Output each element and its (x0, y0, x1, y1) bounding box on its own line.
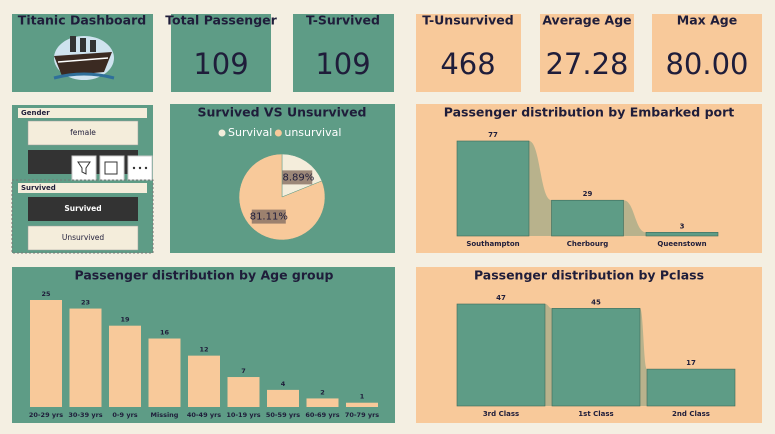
bar (267, 389, 299, 407)
card-label: Total Passenger (165, 13, 277, 28)
chart-title: Survived VS Unsurvived (197, 105, 366, 120)
data-label: 4 (281, 380, 286, 388)
ribbon (640, 308, 647, 406)
legend-label: unsurvival (284, 126, 341, 139)
data-label: 19 (120, 316, 130, 324)
card-label: T-Unsurvived (422, 13, 513, 28)
bar (646, 368, 736, 407)
slicer-title: Survived (21, 184, 56, 192)
x-tick-label: Southampton (466, 240, 519, 248)
data-label: 12 (199, 346, 208, 354)
x-tick-label: 10-19 yrs (226, 411, 260, 419)
slicer-option[interactable] (27, 225, 139, 251)
card-value: 109 (193, 47, 248, 81)
bar (551, 199, 624, 237)
x-tick-label: 3rd Class (483, 410, 519, 418)
card-value: 27.28 (545, 47, 628, 81)
legend-swatch (274, 129, 282, 137)
slicer-title: Gender (21, 109, 50, 117)
card-tile (652, 14, 762, 92)
card-tile (171, 14, 271, 92)
slicer-option-label: Unsurvived (62, 233, 105, 242)
data-label: 1 (360, 393, 365, 401)
label-box (251, 209, 286, 224)
chart-title: Passenger distribution by Embarked port (444, 105, 735, 120)
bar (551, 308, 641, 407)
bar (109, 325, 141, 407)
data-label: 81.11% (250, 212, 288, 223)
bar (69, 308, 102, 407)
data-label: 45 (591, 298, 601, 306)
card-label: Average Age (542, 13, 631, 28)
ship-icon (53, 36, 115, 80)
bar (188, 355, 220, 407)
legend-swatch (218, 129, 226, 137)
ribbon (623, 200, 646, 236)
data-label: 23 (81, 299, 90, 307)
data-label: 77 (488, 131, 498, 139)
x-tick-label: 70-79 yrs (345, 411, 379, 419)
dashboard-title: Titanic Dashboard (18, 13, 146, 28)
data-label: 7 (241, 367, 246, 375)
chart-title: Passenger distribution by Age group (75, 268, 334, 283)
data-label: 17 (686, 359, 696, 367)
chart-title: Passenger distribution by Pclass (474, 268, 704, 283)
x-tick-label: 60-69 yrs (305, 411, 339, 419)
bar (456, 140, 530, 237)
data-label: 2 (320, 388, 325, 396)
ribbon (545, 304, 552, 406)
x-tick-label: 1st Class (578, 410, 613, 418)
visual-toolbar (71, 155, 153, 181)
x-tick-label: 0-9 yrs (112, 411, 137, 419)
bar (346, 402, 378, 407)
data-label: 47 (496, 294, 506, 302)
bar (227, 377, 260, 407)
bar (30, 300, 62, 407)
x-tick-label: 30-39 yrs (68, 411, 102, 419)
card-label: Max Age (677, 13, 737, 28)
selection-frame (11, 179, 154, 254)
slicer-option[interactable] (27, 120, 139, 146)
data-label: 29 (583, 190, 593, 198)
slicer-option-label: Survived (64, 204, 101, 213)
bar (456, 303, 546, 407)
card-value: 468 (440, 47, 495, 81)
x-tick-label: 40-49 yrs (187, 411, 221, 419)
slicer-header (18, 108, 147, 118)
card-value: 109 (315, 47, 370, 81)
x-tick-label: 2nd Class (672, 410, 710, 418)
ribbon (529, 141, 552, 236)
data-label: 25 (41, 290, 51, 298)
slicer-option-label: female (70, 128, 96, 137)
x-tick-label: Missing (151, 411, 179, 419)
slicer-option[interactable] (28, 197, 138, 221)
x-tick-label: 50-59 yrs (266, 411, 300, 419)
card-tile (540, 14, 634, 92)
card-value: 80.00 (665, 47, 748, 81)
bar (148, 338, 181, 407)
bar (306, 398, 339, 407)
card-tile (416, 14, 521, 92)
data-label: 3 (680, 222, 685, 230)
slicer-header (18, 183, 147, 193)
data-label: 18.89% (276, 172, 314, 183)
card-tile (293, 14, 394, 92)
label-box (278, 170, 313, 185)
legend-label: Survival (228, 126, 272, 139)
x-tick-label: Queenstown (657, 240, 706, 248)
data-label: 16 (160, 329, 170, 337)
bar (645, 231, 719, 237)
x-tick-label: Cherbourg (567, 240, 609, 248)
x-tick-label: 20-29 yrs (29, 411, 63, 419)
card-label: T-Survived (306, 13, 380, 28)
